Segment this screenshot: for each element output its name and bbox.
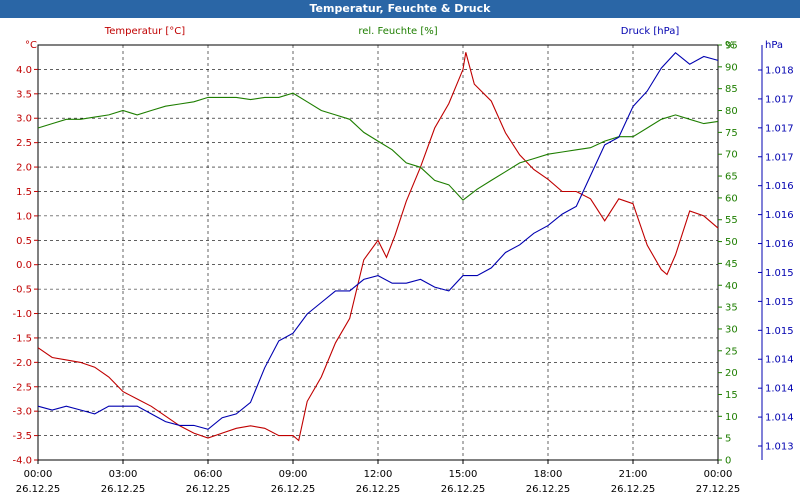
pressure-tick-label: 1.016 — [765, 181, 794, 192]
x-tick-date-label: 26.12.25 — [611, 484, 656, 495]
x-tick-date-label: 26.12.25 — [526, 484, 571, 495]
pressure-tick-label: 1.017 — [765, 94, 794, 105]
temperature-tick-label: 3.0 — [16, 114, 32, 125]
temperature-tick-label: 1.0 — [16, 211, 32, 222]
humidity-tick-label: 70 — [725, 150, 738, 161]
x-tick-time-label: 21:00 — [619, 469, 648, 480]
x-tick-date-label: 26.12.25 — [356, 484, 401, 495]
pressure-tick-label: 1.017 — [765, 123, 794, 134]
temperature-tick-label: 4.0 — [16, 65, 32, 76]
humidity-tick-label: 5 — [725, 434, 731, 445]
temperature-tick-label: -1.5 — [12, 333, 32, 344]
pressure-tick-label: 1.015 — [765, 326, 794, 337]
humidity-tick-label: 20 — [725, 368, 738, 379]
humidity-tick-label: 45 — [725, 259, 738, 270]
pressure-tick-label: 1.016 — [765, 239, 794, 250]
chart-title: Temperatur, Feuchte & Druck — [0, 0, 800, 18]
pressure-axis: 1.018 1.017 1.017 1.017 1.016 1.016 1.016 1.015… — [758, 66, 794, 453]
x-axis: 00:00 26.12.25 03:00 26.12.25 06:00 26.12.25 0… — [16, 460, 741, 495]
temperature-tick-label: -0.5 — [12, 285, 32, 296]
pressure-tick-label: 1.014 — [765, 413, 794, 424]
x-tick-date-label: 26.12.25 — [186, 484, 231, 495]
pressure-tick-label: 1.018 — [765, 66, 794, 77]
pressure-unit-label: hPa — [765, 40, 783, 51]
humidity-tick-label: 60 — [725, 193, 738, 204]
series-layer — [37, 51, 719, 442]
temperature-unit-label: °C — [25, 40, 37, 51]
humidity-tick-label: 95 — [725, 41, 738, 52]
temperature-tick-label: 3.5 — [16, 89, 32, 100]
x-tick-time-label: 12:00 — [364, 469, 393, 480]
temperature-tick-label: 1.5 — [16, 187, 32, 198]
temperature-tick-label: 2.5 — [16, 138, 32, 149]
humidity-tick-label: 50 — [725, 237, 738, 248]
pressure-tick-label: 1.013 — [765, 442, 794, 453]
x-tick-date-label: 27.12.25 — [696, 484, 741, 495]
x-tick-time-label: 00:00 — [704, 469, 733, 480]
x-tick-date-label: 26.12.25 — [16, 484, 61, 495]
series-line-humidity — [37, 92, 719, 201]
humidity-axis-title: rel. Feuchte [%] — [358, 26, 437, 37]
humidity-tick-label: 30 — [725, 324, 738, 335]
temperature-tick-label: 0.5 — [16, 236, 32, 247]
temperature-axis-title: Temperatur [°C] — [104, 26, 185, 37]
pressure-tick-label: 1.015 — [765, 268, 794, 279]
pressure-tick-label: 1.014 — [765, 384, 794, 395]
x-tick-date-label: 26.12.25 — [101, 484, 146, 495]
humidity-tick-label: 90 — [725, 62, 738, 73]
x-tick-time-label: 03:00 — [109, 469, 138, 480]
temperature-axis: 4.0 3.5 3.0 2.5 2.0 1.5 1.0 0.5 0.0 -0.5 -1.0 -1.5 -… — [12, 65, 38, 467]
temperature-tick-label: -3.5 — [12, 431, 32, 442]
pressure-tick-label: 1.016 — [765, 210, 794, 221]
pressure-tick-label: 1.014 — [765, 355, 794, 366]
humidity-tick-label: 15 — [725, 390, 738, 401]
pressure-tick-label: 1.015 — [765, 297, 794, 308]
chart-background — [0, 18, 800, 500]
temperature-tick-label: 2.0 — [16, 163, 32, 174]
humidity-tick-label: 85 — [725, 84, 738, 95]
temperature-tick-label: -2.5 — [12, 382, 32, 393]
x-tick-time-label: 06:00 — [194, 469, 223, 480]
x-tick-date-label: 26.12.25 — [271, 484, 316, 495]
x-tick-time-label: 09:00 — [279, 469, 308, 480]
humidity-tick-label: 10 — [725, 412, 738, 423]
temperature-tick-label: -4.0 — [12, 456, 32, 467]
humidity-tick-label: 80 — [725, 106, 738, 117]
x-tick-time-label: 00:00 — [24, 469, 53, 480]
humidity-tick-label: 75 — [725, 128, 738, 139]
temperature-tick-label: -1.0 — [12, 309, 32, 320]
x-tick-time-label: 15:00 — [449, 469, 478, 480]
pressure-tick-label: 1.017 — [765, 152, 794, 163]
pressure-axis-title: Druck [hPa] — [621, 26, 680, 37]
humidity-tick-label: 40 — [725, 281, 738, 292]
temperature-tick-label: 0.0 — [16, 260, 32, 271]
humidity-unit-label: % — [725, 40, 735, 51]
humidity-tick-label: 55 — [725, 215, 738, 226]
x-tick-date-label: 26.12.25 — [441, 484, 486, 495]
humidity-tick-label: 25 — [725, 346, 738, 357]
humidity-tick-label: 0 — [725, 456, 731, 467]
humidity-tick-label: 65 — [725, 172, 738, 183]
x-tick-time-label: 18:00 — [534, 469, 563, 480]
series-line-temperature — [37, 52, 719, 442]
humidity-tick-label: 35 — [725, 303, 738, 314]
series-line-pressure — [37, 51, 719, 430]
temperature-tick-label: -2.0 — [12, 358, 32, 369]
temperature-tick-label: -3.0 — [12, 407, 32, 418]
